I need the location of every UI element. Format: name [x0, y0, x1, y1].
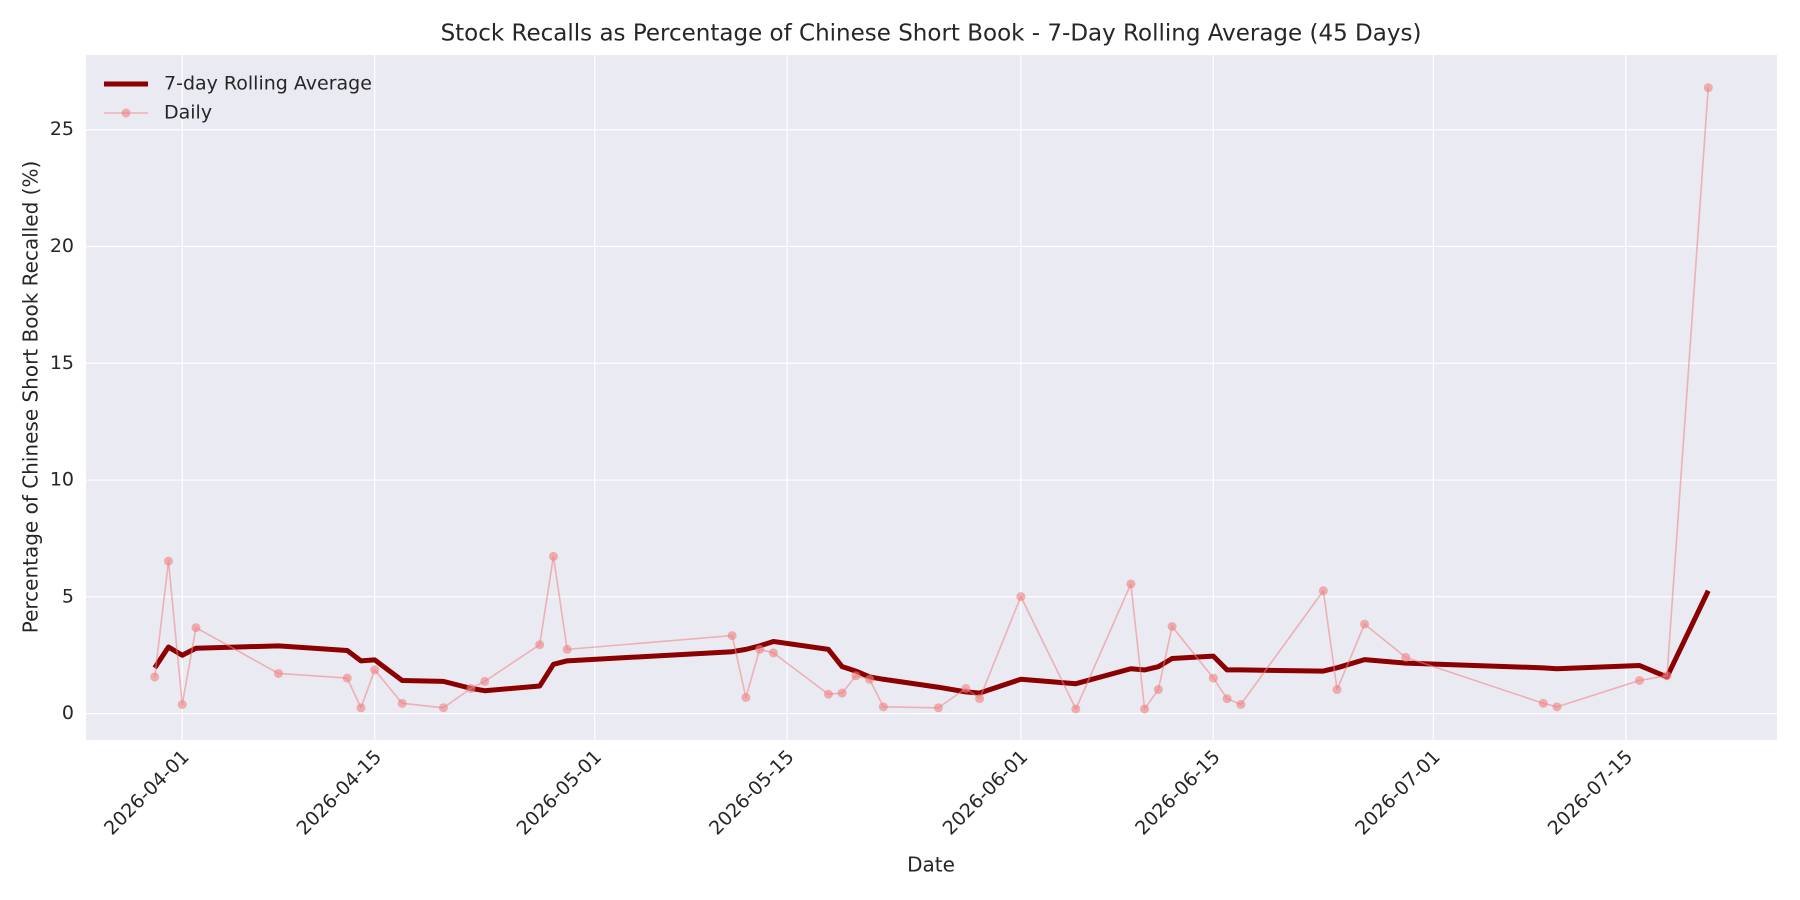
data-point: [356, 703, 366, 713]
data-point: [851, 671, 861, 681]
data-point: [727, 631, 737, 641]
data-point: [768, 648, 778, 658]
y-tick-label: 25: [50, 118, 74, 140]
data-point: [177, 700, 187, 710]
x-tick-label: 2026-04-01: [100, 746, 194, 840]
data-point: [741, 692, 751, 702]
data-point: [1222, 694, 1232, 704]
data-point: [878, 702, 888, 712]
data-point: [480, 676, 490, 686]
data-point: [961, 683, 971, 693]
data-point: [933, 703, 943, 713]
plot-area: [86, 55, 1777, 740]
data-point: [150, 672, 160, 682]
data-point: [1071, 704, 1081, 714]
legend-label: Daily: [164, 102, 212, 124]
y-tick-label: 10: [50, 469, 74, 491]
data-point: [1016, 592, 1026, 602]
data-point: [1318, 586, 1328, 596]
data-point: [1360, 619, 1370, 629]
data-point: [975, 694, 985, 704]
x-tick-label: 2026-05-15: [705, 746, 799, 840]
data-point: [1153, 685, 1163, 695]
data-point: [163, 556, 173, 566]
y-tick-label: 0: [62, 702, 74, 724]
data-point: [1538, 698, 1548, 708]
data-point: [370, 665, 380, 675]
x-axis-label: Date: [907, 853, 955, 877]
data-point: [1236, 700, 1246, 710]
x-tick-label: 2026-07-01: [1351, 746, 1445, 840]
data-point: [837, 688, 847, 698]
x-tick-label: 2026-06-15: [1131, 746, 1225, 840]
data-point: [1126, 579, 1136, 589]
data-point: [397, 698, 407, 708]
data-point: [1552, 702, 1562, 712]
y-tick-label: 5: [62, 585, 74, 607]
y-tick-label: 20: [50, 235, 74, 257]
data-point: [273, 668, 283, 678]
data-point: [1703, 83, 1713, 93]
data-point: [1332, 685, 1342, 695]
x-tick-label: 2026-07-15: [1544, 746, 1638, 840]
y-tick-label: 15: [50, 352, 74, 374]
legend-marker: [121, 108, 131, 118]
data-point: [548, 551, 558, 561]
data-point: [466, 683, 476, 693]
data-point: [1662, 671, 1672, 681]
data-point: [755, 644, 765, 654]
data-point: [535, 640, 545, 650]
x-tick-label: 2026-06-01: [939, 746, 1033, 840]
data-point: [1167, 621, 1177, 631]
data-point: [1140, 704, 1150, 714]
data-point: [342, 673, 352, 683]
data-point: [1635, 675, 1645, 685]
data-point: [562, 644, 572, 654]
data-point: [823, 689, 833, 699]
x-tick-label: 2026-05-01: [512, 746, 606, 840]
data-point: [438, 703, 448, 713]
data-point: [191, 623, 201, 633]
y-axis-label: Percentage of Chinese Short Book Recalle…: [19, 161, 43, 634]
data-point: [1208, 673, 1218, 683]
data-point: [1401, 652, 1411, 662]
legend-label: 7-day Rolling Average: [164, 73, 372, 95]
data-point: [865, 674, 875, 684]
chart-title: Stock Recalls as Percentage of Chinese S…: [441, 21, 1422, 47]
x-tick-label: 2026-04-15: [292, 746, 386, 840]
